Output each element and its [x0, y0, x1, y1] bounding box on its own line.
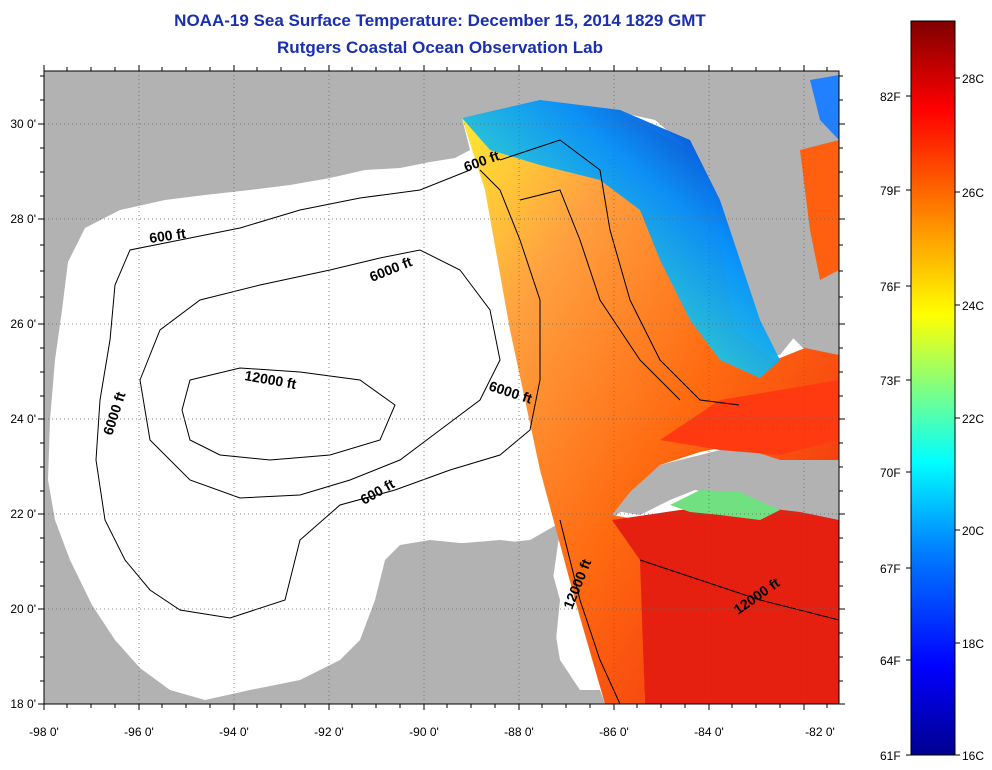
warm-water-caribbean	[612, 505, 839, 704]
lon-label: -96 0'	[124, 725, 154, 739]
colorbar-f-label: 61F	[880, 749, 901, 763]
colorbar-c-label: 18C	[962, 637, 984, 651]
colorbar-c-label: 20C	[962, 524, 984, 538]
latitude-labels: 30 0' 28 0' 26 0' 24 0' 22 0' 20 0' 18 0…	[10, 117, 36, 711]
lat-label: 22 0'	[10, 507, 36, 521]
sst-swath	[462, 102, 839, 704]
lat-label: 30 0'	[10, 117, 36, 131]
lat-label: 24 0'	[10, 412, 36, 426]
colorbar-f-label: 79F	[880, 184, 901, 198]
colorbar-f-label: 67F	[880, 562, 901, 576]
colorbar-c-label: 24C	[962, 299, 984, 313]
lon-label: -88 0'	[504, 725, 534, 739]
colorbar-f-label: 64F	[880, 654, 901, 668]
lon-label: -82 0'	[805, 725, 835, 739]
lat-label: 20 0'	[10, 602, 36, 616]
lat-label: 26 0'	[10, 317, 36, 331]
lon-label: -94 0'	[219, 725, 249, 739]
lon-label: -84 0'	[694, 725, 724, 739]
yucatan-peninsula	[360, 540, 580, 704]
lon-label: -98 0'	[29, 725, 59, 739]
colorbar-celsius-labels: 28C 26C 24C 22C 20C 18C 16C	[962, 72, 984, 763]
colorbar-c-label: 16C	[962, 749, 984, 763]
warm-water-atlantic	[800, 140, 839, 280]
colorbar	[910, 20, 956, 756]
bathymetry-contours	[95, 139, 839, 704]
colorbar-f-label: 70F	[880, 466, 901, 480]
lon-label: -90 0'	[409, 725, 439, 739]
colorbar-f-label: 73F	[880, 374, 901, 388]
colorbar-c-label: 22C	[962, 412, 984, 426]
colorbar-f-label: 76F	[880, 280, 901, 294]
cool-coastal-water	[462, 100, 780, 378]
colorbar-c-label: 28C	[962, 72, 984, 86]
cool-water-atlantic	[810, 75, 839, 140]
florida-straits-warm	[660, 380, 839, 455]
cuba-island	[610, 455, 839, 520]
contour-label-600ft: 600 ft	[148, 225, 187, 246]
lat-label: 28 0'	[10, 212, 36, 226]
lat-label: 18 0'	[10, 697, 36, 711]
colorbar-f-label: 82F	[880, 90, 901, 104]
map-subtitle: Rutgers Coastal Ocean Observation Lab	[277, 38, 603, 57]
colorbar-fahrenheit-labels: 82F 79F 76F 73F 70F 67F 64F 61F	[880, 90, 901, 763]
lon-label: -92 0'	[314, 725, 344, 739]
axis-ticks	[38, 65, 845, 710]
colorbar-ticks	[906, 77, 960, 756]
colorbar-c-label: 26C	[962, 186, 984, 200]
green-water-cuba-shelf	[670, 490, 780, 520]
map-frame	[43, 70, 840, 705]
florida-peninsula	[715, 71, 839, 365]
longitude-labels: -98 0' -96 0' -94 0' -92 0' -90 0' -88 0…	[29, 725, 835, 739]
lon-label: -86 0'	[599, 725, 629, 739]
map-title: NOAA-19 Sea Surface Temperature: Decembe…	[174, 11, 706, 30]
graticule	[44, 71, 839, 704]
